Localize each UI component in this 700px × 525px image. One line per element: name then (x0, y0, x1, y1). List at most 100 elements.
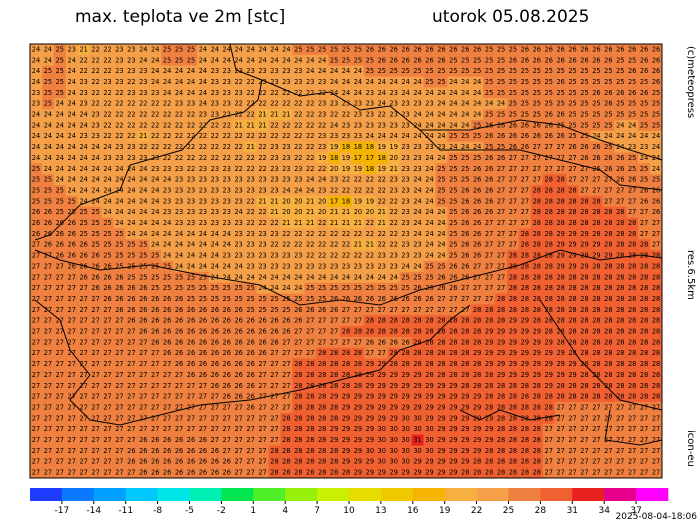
cell-value: 24 (68, 165, 76, 173)
cell-value: 28 (556, 219, 564, 227)
grid-cell (292, 434, 305, 446)
grid-cell (435, 315, 448, 327)
grid-cell (268, 261, 281, 273)
cell-value: 27 (580, 414, 588, 422)
cell-value: 25 (580, 67, 588, 75)
cell-value: 26 (640, 45, 648, 53)
grid-cell (161, 185, 174, 197)
grid-cell (411, 315, 424, 327)
grid-cell (208, 423, 222, 435)
cell-value: 22 (270, 89, 278, 97)
cell-value: 24 (32, 111, 40, 119)
grid-cell (280, 434, 293, 446)
cell-value: 27 (556, 414, 564, 422)
cell-value: 25 (342, 45, 350, 53)
grid-cell (89, 434, 102, 446)
cell-value: 24 (139, 45, 147, 53)
cell-value: 24 (437, 89, 445, 97)
grid-cell (626, 304, 639, 316)
cell-value: 28 (461, 371, 469, 379)
grid-cell (626, 98, 639, 110)
grid-cell (101, 76, 114, 88)
cell-value: 23 (354, 121, 362, 129)
cell-value: 23 (401, 121, 409, 129)
grid-cell (101, 336, 114, 349)
grid-cell (447, 369, 460, 381)
cell-value: 23 (378, 121, 386, 129)
cell-value: 25 (366, 284, 374, 292)
cell-value: 26 (79, 252, 87, 260)
cell-value: 28 (545, 252, 553, 260)
cell-value: 28 (485, 469, 493, 477)
grid-cell (435, 326, 448, 338)
grid-cell (280, 315, 293, 327)
grid-cell (363, 434, 377, 446)
cell-value: 30 (378, 447, 386, 455)
grid-cell (244, 326, 257, 338)
cell-value: 23 (115, 78, 123, 86)
cell-value: 27 (545, 436, 553, 444)
cell-value: 22 (223, 154, 231, 162)
grid-cell (89, 152, 102, 164)
grid-cell (304, 391, 317, 403)
cell-value: 29 (509, 360, 517, 368)
grid-cell (506, 54, 520, 67)
cell-value: 23 (246, 67, 254, 75)
grid-cell (495, 336, 508, 349)
grid-cell (578, 412, 591, 425)
cell-value: 27 (199, 414, 207, 422)
grid-cell (89, 261, 102, 273)
grid-cell (328, 54, 341, 67)
cell-value: 24 (378, 78, 386, 86)
cell-value: 24 (68, 186, 76, 194)
cell-value: 23 (175, 176, 183, 184)
grid-cell (53, 261, 67, 273)
grid-cell (375, 152, 389, 164)
grid-cell (65, 434, 79, 446)
grid-cell (542, 271, 556, 284)
cell-value: 25 (461, 154, 469, 162)
grid-cell (244, 228, 257, 240)
cell-value: 24 (437, 121, 445, 129)
grid-cell (125, 445, 138, 457)
cell-value: 26 (652, 67, 660, 75)
cell-value: 22 (366, 176, 374, 184)
cell-value: 23 (318, 132, 326, 140)
colorbar-segment (604, 488, 637, 501)
cell-value: 24 (258, 284, 266, 292)
grid-cell (578, 304, 591, 316)
cell-value: 28 (616, 360, 624, 368)
grid-cell (566, 65, 579, 77)
cell-value: 27 (545, 425, 553, 433)
cell-value: 27 (616, 197, 624, 205)
grid-cell (351, 358, 365, 370)
cell-value: 24 (127, 219, 135, 227)
grid-cell (125, 380, 138, 392)
cell-value: 23 (115, 154, 123, 162)
cell-value: 24 (461, 111, 469, 119)
cell-value: 26 (223, 328, 231, 336)
grid-cell (495, 217, 508, 229)
grid-cell (447, 54, 460, 67)
cell-value: 27 (342, 306, 350, 314)
grid-cell (232, 467, 246, 479)
cell-value: 28 (604, 360, 612, 368)
cell-value: 25 (473, 132, 481, 140)
grid-cell (363, 347, 377, 360)
cell-value: 22 (175, 111, 183, 119)
cell-value: 26 (258, 317, 266, 325)
cell-value: 30 (401, 425, 409, 433)
cell-value: 28 (592, 328, 600, 336)
cell-value: 26 (509, 121, 517, 129)
colorbar-tick-label: -17 (55, 506, 70, 516)
grid-cell (554, 380, 568, 392)
cell-value: 27 (44, 284, 52, 292)
cell-value: 22 (103, 121, 111, 129)
cell-value: 25 (127, 252, 135, 260)
cell-value: 27 (652, 414, 660, 422)
cell-value: 24 (258, 273, 266, 281)
cell-value: 27 (139, 382, 147, 390)
cell-value: 25 (485, 143, 493, 151)
grid-cell (65, 326, 79, 338)
grid-cell (65, 195, 79, 208)
